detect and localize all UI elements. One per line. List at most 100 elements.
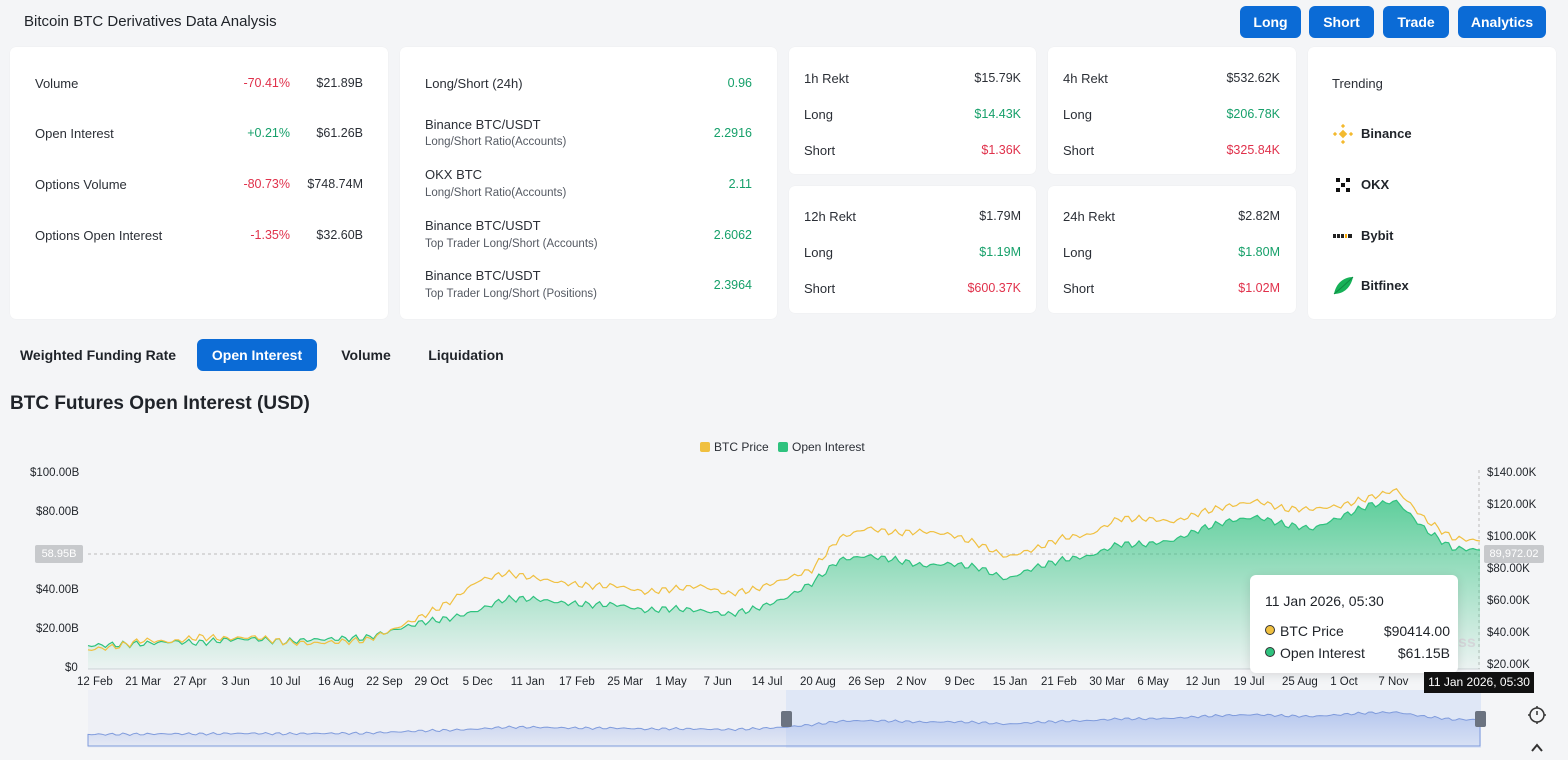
x-tick-label: 6 May — [1137, 676, 1169, 688]
ratio-label: OKX BTC — [425, 167, 483, 182]
trending-title: Trending — [1332, 76, 1383, 91]
ratio-value: 2.3964 — [713, 278, 752, 292]
tooltip-row-btc-price: BTC Price $90414.00 — [1265, 623, 1450, 639]
x-tick-label: 15 Jan — [992, 676, 1028, 688]
x-tick-label: 26 Sep — [848, 676, 885, 688]
data-zoom-handle-left[interactable] — [781, 711, 792, 727]
x-tick-label: 3 Jun — [221, 676, 250, 688]
stat-change: -1.35% — [250, 228, 290, 242]
x-tick-label: 17 Feb — [559, 676, 595, 688]
data-zoom-handle-right[interactable] — [1475, 711, 1486, 727]
x-tick-label: 12 Feb — [77, 676, 113, 688]
ratio-label: Long/Short (24h) — [425, 76, 523, 91]
stat-label: Options Volume — [35, 177, 127, 192]
legend-open-interest[interactable]: Open Interest — [778, 440, 865, 454]
trending-item-label: OKX — [1361, 177, 1390, 192]
x-tick-label: 11 Jan — [510, 676, 545, 688]
ratio-value: 2.11 — [728, 177, 752, 191]
bitfinex-icon — [1333, 276, 1354, 295]
btc-price-line — [87, 488, 1481, 652]
binance-icon — [1332, 123, 1354, 145]
stat-change: -80.73% — [243, 177, 290, 191]
rekt-long-value: $206.78K — [1226, 107, 1280, 121]
stat-value: $21.89B — [316, 76, 363, 90]
rekt-4h-card: 4h Rekt $532.62K Long $206.78K Short $32… — [1048, 47, 1296, 174]
btc-price-dot-icon — [1265, 625, 1275, 635]
okx-icon — [1336, 178, 1350, 192]
y-left-tick: $20.00B — [36, 623, 79, 635]
x-tick-label: 16 Aug — [318, 676, 354, 688]
trade-button[interactable]: Trade — [1383, 6, 1449, 38]
crosshair-time-label: 11 Jan 2026, 05:30 — [1424, 672, 1534, 693]
long-button[interactable]: Long — [1240, 6, 1301, 38]
rekt-title: 4h Rekt — [1063, 71, 1108, 86]
stat-label: Open Interest — [35, 126, 114, 141]
rekt-short-label: Short — [1063, 281, 1095, 296]
rekt-12h-card: 12h Rekt $1.79M Long $1.19M Short $600.3… — [789, 186, 1036, 313]
chart-title: BTC Futures Open Interest (USD) — [10, 393, 310, 414]
x-tick-label: 5 Dec — [462, 676, 493, 688]
bybit-icon — [1333, 234, 1352, 238]
x-tick-label: 9 Dec — [944, 676, 975, 688]
rekt-1h-card: 1h Rekt $15.79K Long $14.43K Short $1.36… — [789, 47, 1036, 174]
stat-change: +0.21% — [247, 126, 290, 140]
tooltip-value: $61.15B — [1397, 645, 1450, 661]
rekt-short-value: $600.37K — [967, 281, 1021, 295]
tooltip-time: 11 Jan 2026, 05:30 — [1265, 593, 1384, 609]
x-tick-label: 25 Mar — [607, 676, 643, 688]
rekt-total: $15.79K — [974, 71, 1021, 85]
x-tick-label: 19 Jul — [1233, 676, 1265, 688]
x-tick-label: 29 Oct — [414, 676, 449, 688]
open-interest-line — [87, 499, 1481, 649]
rekt-short-label: Short — [804, 143, 836, 158]
x-tick-label: 21 Feb — [1041, 676, 1077, 688]
y-right-tick: $20.00K — [1487, 659, 1530, 671]
rekt-long-value: $14.43K — [974, 107, 1021, 121]
tab-volume[interactable]: Volume — [341, 347, 391, 363]
x-tick-label: 25 Aug — [1282, 676, 1318, 688]
rekt-title: 24h Rekt — [1063, 209, 1116, 224]
stat-change: -70.41% — [243, 76, 290, 90]
ratio-sublabel: Long/Short Ratio(Accounts) — [425, 136, 567, 148]
rekt-long-label: Long — [1063, 107, 1092, 122]
tab-open-interest[interactable]: Open Interest — [197, 339, 317, 371]
tooltip-row-open-interest: Open Interest $61.15B — [1265, 645, 1450, 661]
watermark: ss — [1458, 634, 1476, 651]
ratio-sublabel: Top Trader Long/Short (Accounts) — [425, 238, 598, 250]
tab-liquidation[interactable]: Liquidation — [428, 347, 504, 363]
tooltip-value: $90414.00 — [1383, 623, 1450, 639]
y-right-tick: $80.00K — [1487, 563, 1530, 575]
rekt-long-value: $1.80M — [1238, 245, 1280, 259]
long-short-ratios-card: Long/Short (24h) 0.96 Binance BTC/USDT L… — [400, 47, 777, 319]
tooltip-label: BTC Price — [1280, 623, 1344, 639]
trending-item-label: Bybit — [1361, 228, 1394, 243]
rekt-long-label: Long — [804, 107, 833, 122]
y-right-tick: $100.00K — [1487, 531, 1537, 543]
chevron-up-icon[interactable] — [1530, 742, 1544, 754]
stat-label: Options Open Interest — [35, 228, 163, 243]
legend-label: Open Interest — [792, 440, 865, 454]
y-left-tick: $40.00B — [36, 584, 79, 596]
rekt-title: 12h Rekt — [804, 209, 857, 224]
open-interest-area — [88, 500, 1480, 669]
x-tick-label: 10 Jul — [269, 676, 301, 688]
x-tick-label: 20 Aug — [800, 676, 836, 688]
legend-btc-price[interactable]: BTC Price — [700, 440, 769, 454]
x-tick-label: 7 Nov — [1378, 676, 1409, 688]
trending-item-label: Bitfinex — [1361, 278, 1409, 293]
x-tick-label: 7 Jun — [703, 676, 732, 688]
rekt-short-label: Short — [804, 281, 836, 296]
x-tick-label: 14 Jul — [751, 676, 783, 688]
page-title: Bitcoin BTC Derivatives Data Analysis — [24, 13, 277, 30]
analytics-button[interactable]: Analytics — [1458, 6, 1546, 38]
restore-zoom-icon[interactable] — [1527, 705, 1547, 725]
tab-weighted-funding-rate[interactable]: Weighted Funding Rate — [19, 347, 177, 363]
x-tick-label: 27 Apr — [173, 676, 207, 688]
short-button[interactable]: Short — [1309, 6, 1374, 38]
rekt-long-label: Long — [804, 245, 833, 260]
legend-swatch-open-interest — [778, 442, 788, 452]
y-right-tick: $140.00K — [1487, 467, 1537, 479]
y-right-tick: $60.00K — [1487, 595, 1530, 607]
chart-tooltip: 11 Jan 2026, 05:30 BTC Price $90414.00 O… — [1250, 575, 1458, 673]
